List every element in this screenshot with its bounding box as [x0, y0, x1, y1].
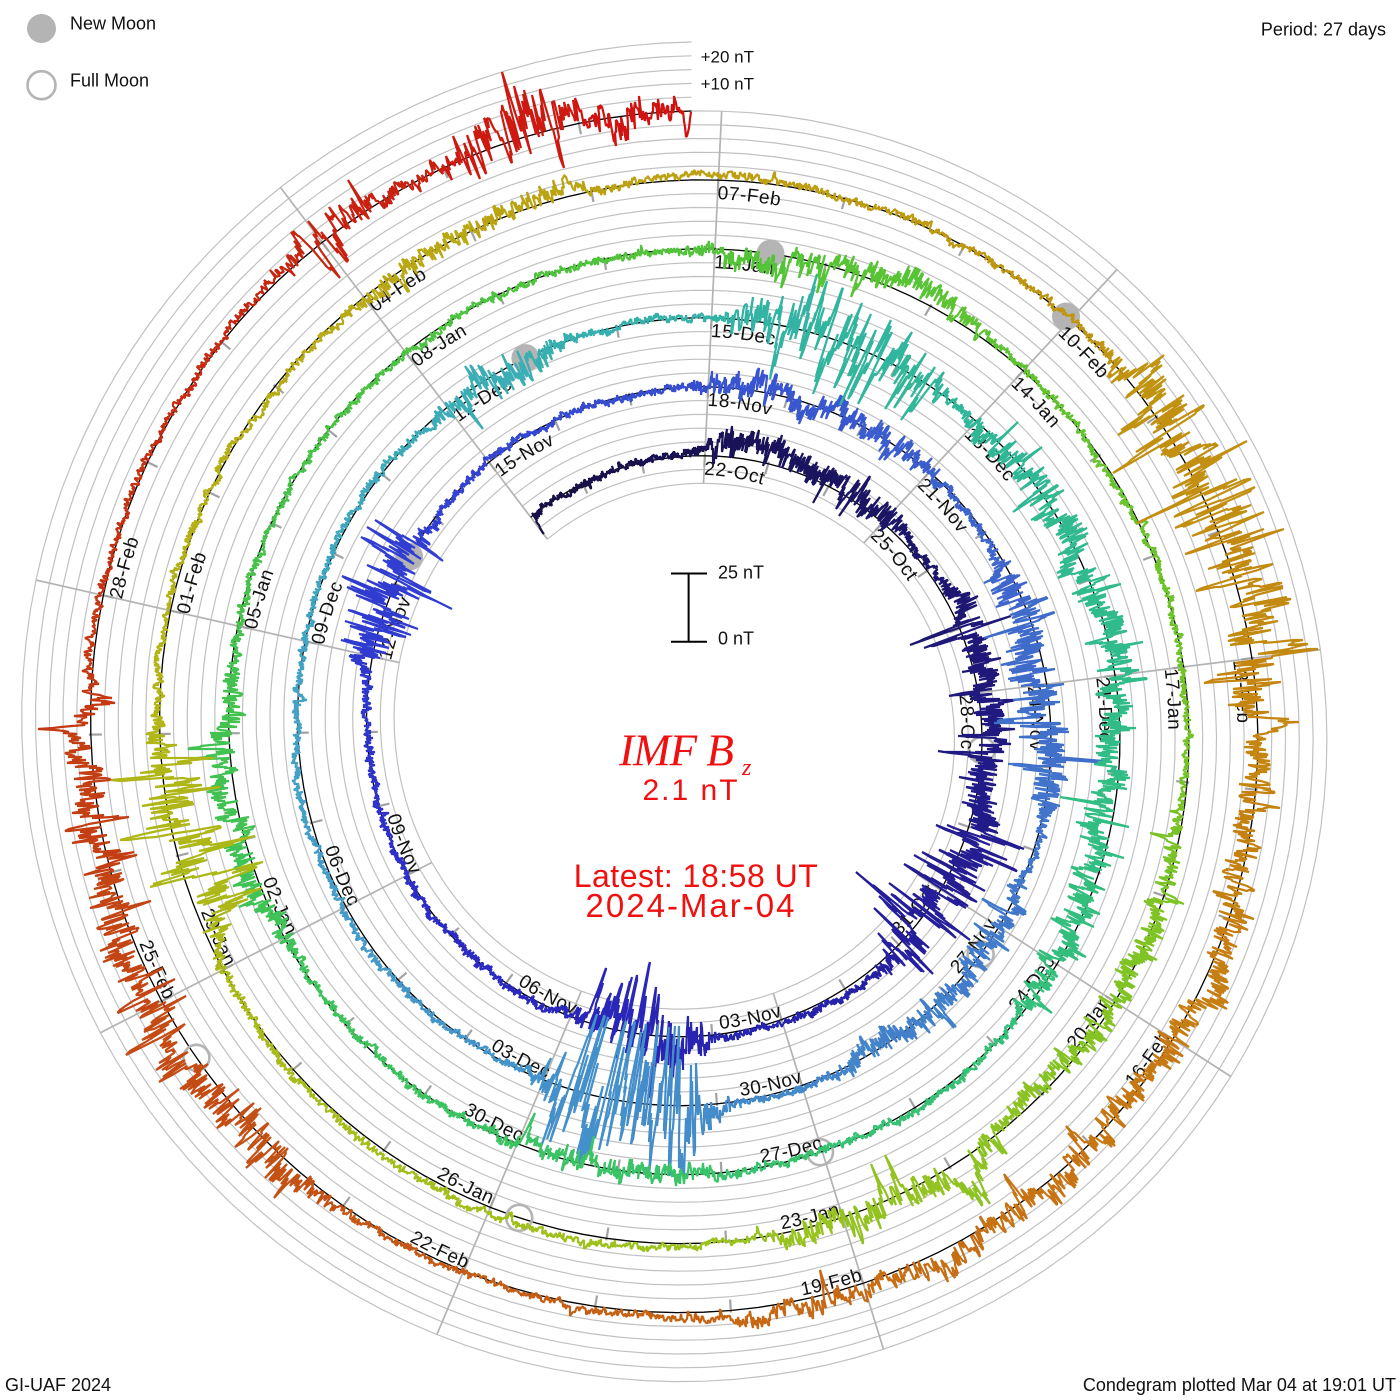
- svg-text:17-Jan: 17-Jan: [1160, 667, 1185, 730]
- svg-text:New Moon: New Moon: [70, 14, 156, 34]
- svg-text:Condegram plotted Mar 04 at 19: Condegram plotted Mar 04 at 19:01 UT: [1083, 1375, 1396, 1395]
- svg-text:Latest: 18:58 UT: Latest: 18:58 UT: [574, 858, 819, 894]
- svg-text:+10 nT: +10 nT: [701, 75, 754, 94]
- svg-text:GI-UAF 2024: GI-UAF 2024: [5, 1375, 111, 1395]
- svg-text:Full Moon: Full Moon: [70, 70, 149, 90]
- svg-text:25 nT: 25 nT: [718, 563, 764, 583]
- svg-text:0 nT: 0 nT: [718, 628, 754, 648]
- svg-text:28-Oct: 28-Oct: [954, 693, 977, 756]
- svg-text:IMF B: IMF B: [618, 726, 733, 776]
- svg-text:2.1 nT: 2.1 nT: [642, 774, 739, 807]
- svg-text:z: z: [741, 755, 752, 781]
- svg-text:2024-Mar-04: 2024-Mar-04: [586, 887, 797, 924]
- svg-text:Period: 27 days: Period: 27 days: [1261, 20, 1386, 40]
- svg-text:+20 nT: +20 nT: [701, 47, 754, 66]
